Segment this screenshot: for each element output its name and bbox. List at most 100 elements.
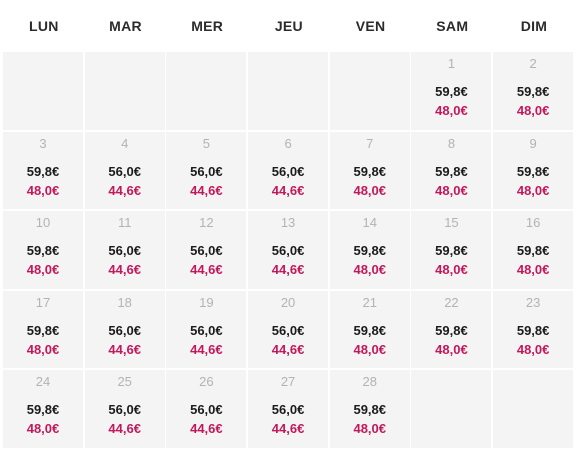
calendar-day-cell[interactable]: 24 59,8€ 48,0€	[3, 370, 83, 448]
day-number: 15	[444, 215, 459, 231]
discount-price: 44,6€	[190, 262, 223, 278]
day-number: 28	[362, 374, 377, 390]
discount-price: 48,0€	[435, 262, 468, 278]
regular-price: 59,8€	[26, 402, 60, 418]
calendar-day-cell[interactable]: 25 56,0€ 44,6€	[84, 370, 165, 448]
empty-day-cell	[493, 370, 574, 448]
calendar-day-cell[interactable]: 3 59,8€ 48,0€	[3, 131, 83, 210]
calendar-day-cell[interactable]: 6 56,0€ 44,6€	[248, 131, 329, 210]
day-number: 1	[447, 56, 456, 71]
empty-day-cell	[3, 52, 83, 130]
calendar-day-cell[interactable]: 7 59,8€ 48,0€	[329, 131, 410, 210]
calendar-day-cell[interactable]: 10 59,8€ 48,0€	[3, 211, 83, 289]
calendar-day-cell[interactable]: 13 56,0€ 44,6€	[248, 211, 329, 289]
discount-price: 48,0€	[435, 103, 468, 118]
regular-price: 56,0€	[108, 402, 141, 418]
regular-price: 56,0€	[108, 163, 141, 179]
regular-price: 56,0€	[190, 163, 223, 179]
regular-price: 59,8€	[516, 163, 550, 179]
empty-day-cell	[248, 52, 329, 130]
regular-price: 59,8€	[516, 84, 550, 99]
discount-price: 48,0€	[26, 421, 60, 437]
calendar-day-cell[interactable]: 20 56,0€ 44,6€	[248, 290, 329, 369]
empty-day-cell	[329, 52, 410, 130]
discount-price: 48,0€	[353, 262, 387, 278]
calendar-day-cell[interactable]: 5 56,0€ 44,6€	[166, 131, 247, 210]
day-number: 10	[35, 215, 51, 231]
discount-price: 48,0€	[353, 341, 387, 357]
regular-price: 56,0€	[108, 243, 141, 259]
discount-price: 48,0€	[516, 182, 550, 198]
day-number: 8	[447, 135, 456, 151]
weekday-saturday: SAM	[436, 18, 469, 34]
day-number: 23	[525, 294, 541, 310]
weekday-tuesday: MAR	[109, 18, 142, 34]
day-number: 2	[529, 56, 537, 71]
discount-price: 44,6€	[190, 421, 223, 437]
day-number: 26	[199, 374, 214, 390]
empty-day-cell	[411, 370, 492, 448]
regular-price: 59,8€	[435, 243, 468, 259]
regular-price: 56,0€	[271, 402, 305, 418]
weekday-wednesday: MER	[191, 18, 224, 34]
day-number: 12	[199, 215, 214, 231]
discount-price: 44,6€	[271, 341, 305, 357]
day-number: 17	[35, 294, 51, 310]
regular-price: 59,8€	[353, 163, 387, 179]
calendar-grid: 1 59,8€ 48,0€ 2 59,8€ 48,0€ 3 59,8€ 48,0€ 4 56,0€ 4…	[3, 52, 578, 448]
discount-price: 48,0€	[26, 341, 60, 357]
day-number: 22	[444, 294, 459, 310]
calendar-day-cell[interactable]: 1 59,8€ 48,0€	[411, 52, 492, 130]
day-number: 4	[121, 135, 129, 151]
calendar-day-cell[interactable]: 4 56,0€ 44,6€	[84, 131, 165, 210]
calendar-day-cell[interactable]: 23 59,8€ 48,0€	[493, 290, 574, 369]
calendar-day-cell[interactable]: 15 59,8€ 48,0€	[411, 211, 492, 289]
day-number: 3	[39, 135, 47, 151]
day-number: 11	[117, 215, 132, 231]
discount-price: 48,0€	[435, 341, 468, 357]
calendar-day-cell[interactable]: 26 56,0€ 44,6€	[166, 370, 247, 448]
calendar-day-cell[interactable]: 2 59,8€ 48,0€	[493, 52, 574, 130]
day-number: 7	[366, 135, 374, 151]
discount-price: 48,0€	[435, 182, 468, 198]
calendar-day-cell[interactable]: 9 59,8€ 48,0€	[493, 131, 574, 210]
calendar-day-cell[interactable]: 17 59,8€ 48,0€	[3, 290, 83, 369]
calendar-day-cell[interactable]: 21 59,8€ 48,0€	[329, 290, 410, 369]
day-number: 19	[199, 294, 214, 310]
calendar-day-cell[interactable]: 19 56,0€ 44,6€	[166, 290, 247, 369]
day-number: 6	[284, 135, 292, 151]
day-number: 16	[525, 215, 541, 231]
calendar-day-cell[interactable]: 12 56,0€ 44,6€	[166, 211, 247, 289]
discount-price: 48,0€	[516, 103, 550, 118]
regular-price: 59,8€	[435, 322, 468, 338]
regular-price: 56,0€	[190, 322, 223, 338]
calendar-day-cell[interactable]: 16 59,8€ 48,0€	[493, 211, 574, 289]
regular-price: 56,0€	[190, 402, 223, 418]
discount-price: 48,0€	[516, 262, 550, 278]
discount-price: 48,0€	[26, 182, 60, 198]
day-number: 18	[117, 294, 132, 310]
regular-price: 59,8€	[435, 84, 468, 99]
calendar-day-cell[interactable]: 18 56,0€ 44,6€	[84, 290, 165, 369]
day-number: 21	[362, 294, 377, 310]
calendar-day-cell[interactable]: 22 59,8€ 48,0€	[411, 290, 492, 369]
discount-price: 48,0€	[516, 341, 550, 357]
day-number: 20	[280, 294, 296, 310]
discount-price: 44,6€	[108, 341, 141, 357]
calendar-day-cell[interactable]: 27 56,0€ 44,6€	[248, 370, 329, 448]
day-number: 13	[280, 215, 296, 231]
weekday-friday: VEN	[355, 18, 386, 34]
calendar-day-cell[interactable]: 28 59,8€ 48,0€	[329, 370, 410, 448]
day-number: 24	[35, 374, 51, 390]
calendar-day-cell[interactable]: 14 59,8€ 48,0€	[329, 211, 410, 289]
regular-price: 59,8€	[26, 322, 60, 338]
discount-price: 48,0€	[353, 421, 387, 437]
day-number: 25	[117, 374, 132, 390]
calendar-day-cell[interactable]: 11 56,0€ 44,6€	[84, 211, 165, 289]
discount-price: 44,6€	[108, 182, 141, 198]
discount-price: 48,0€	[353, 182, 387, 198]
discount-price: 44,6€	[271, 421, 305, 437]
regular-price: 59,8€	[26, 243, 60, 259]
calendar-day-cell[interactable]: 8 59,8€ 48,0€	[411, 131, 492, 210]
